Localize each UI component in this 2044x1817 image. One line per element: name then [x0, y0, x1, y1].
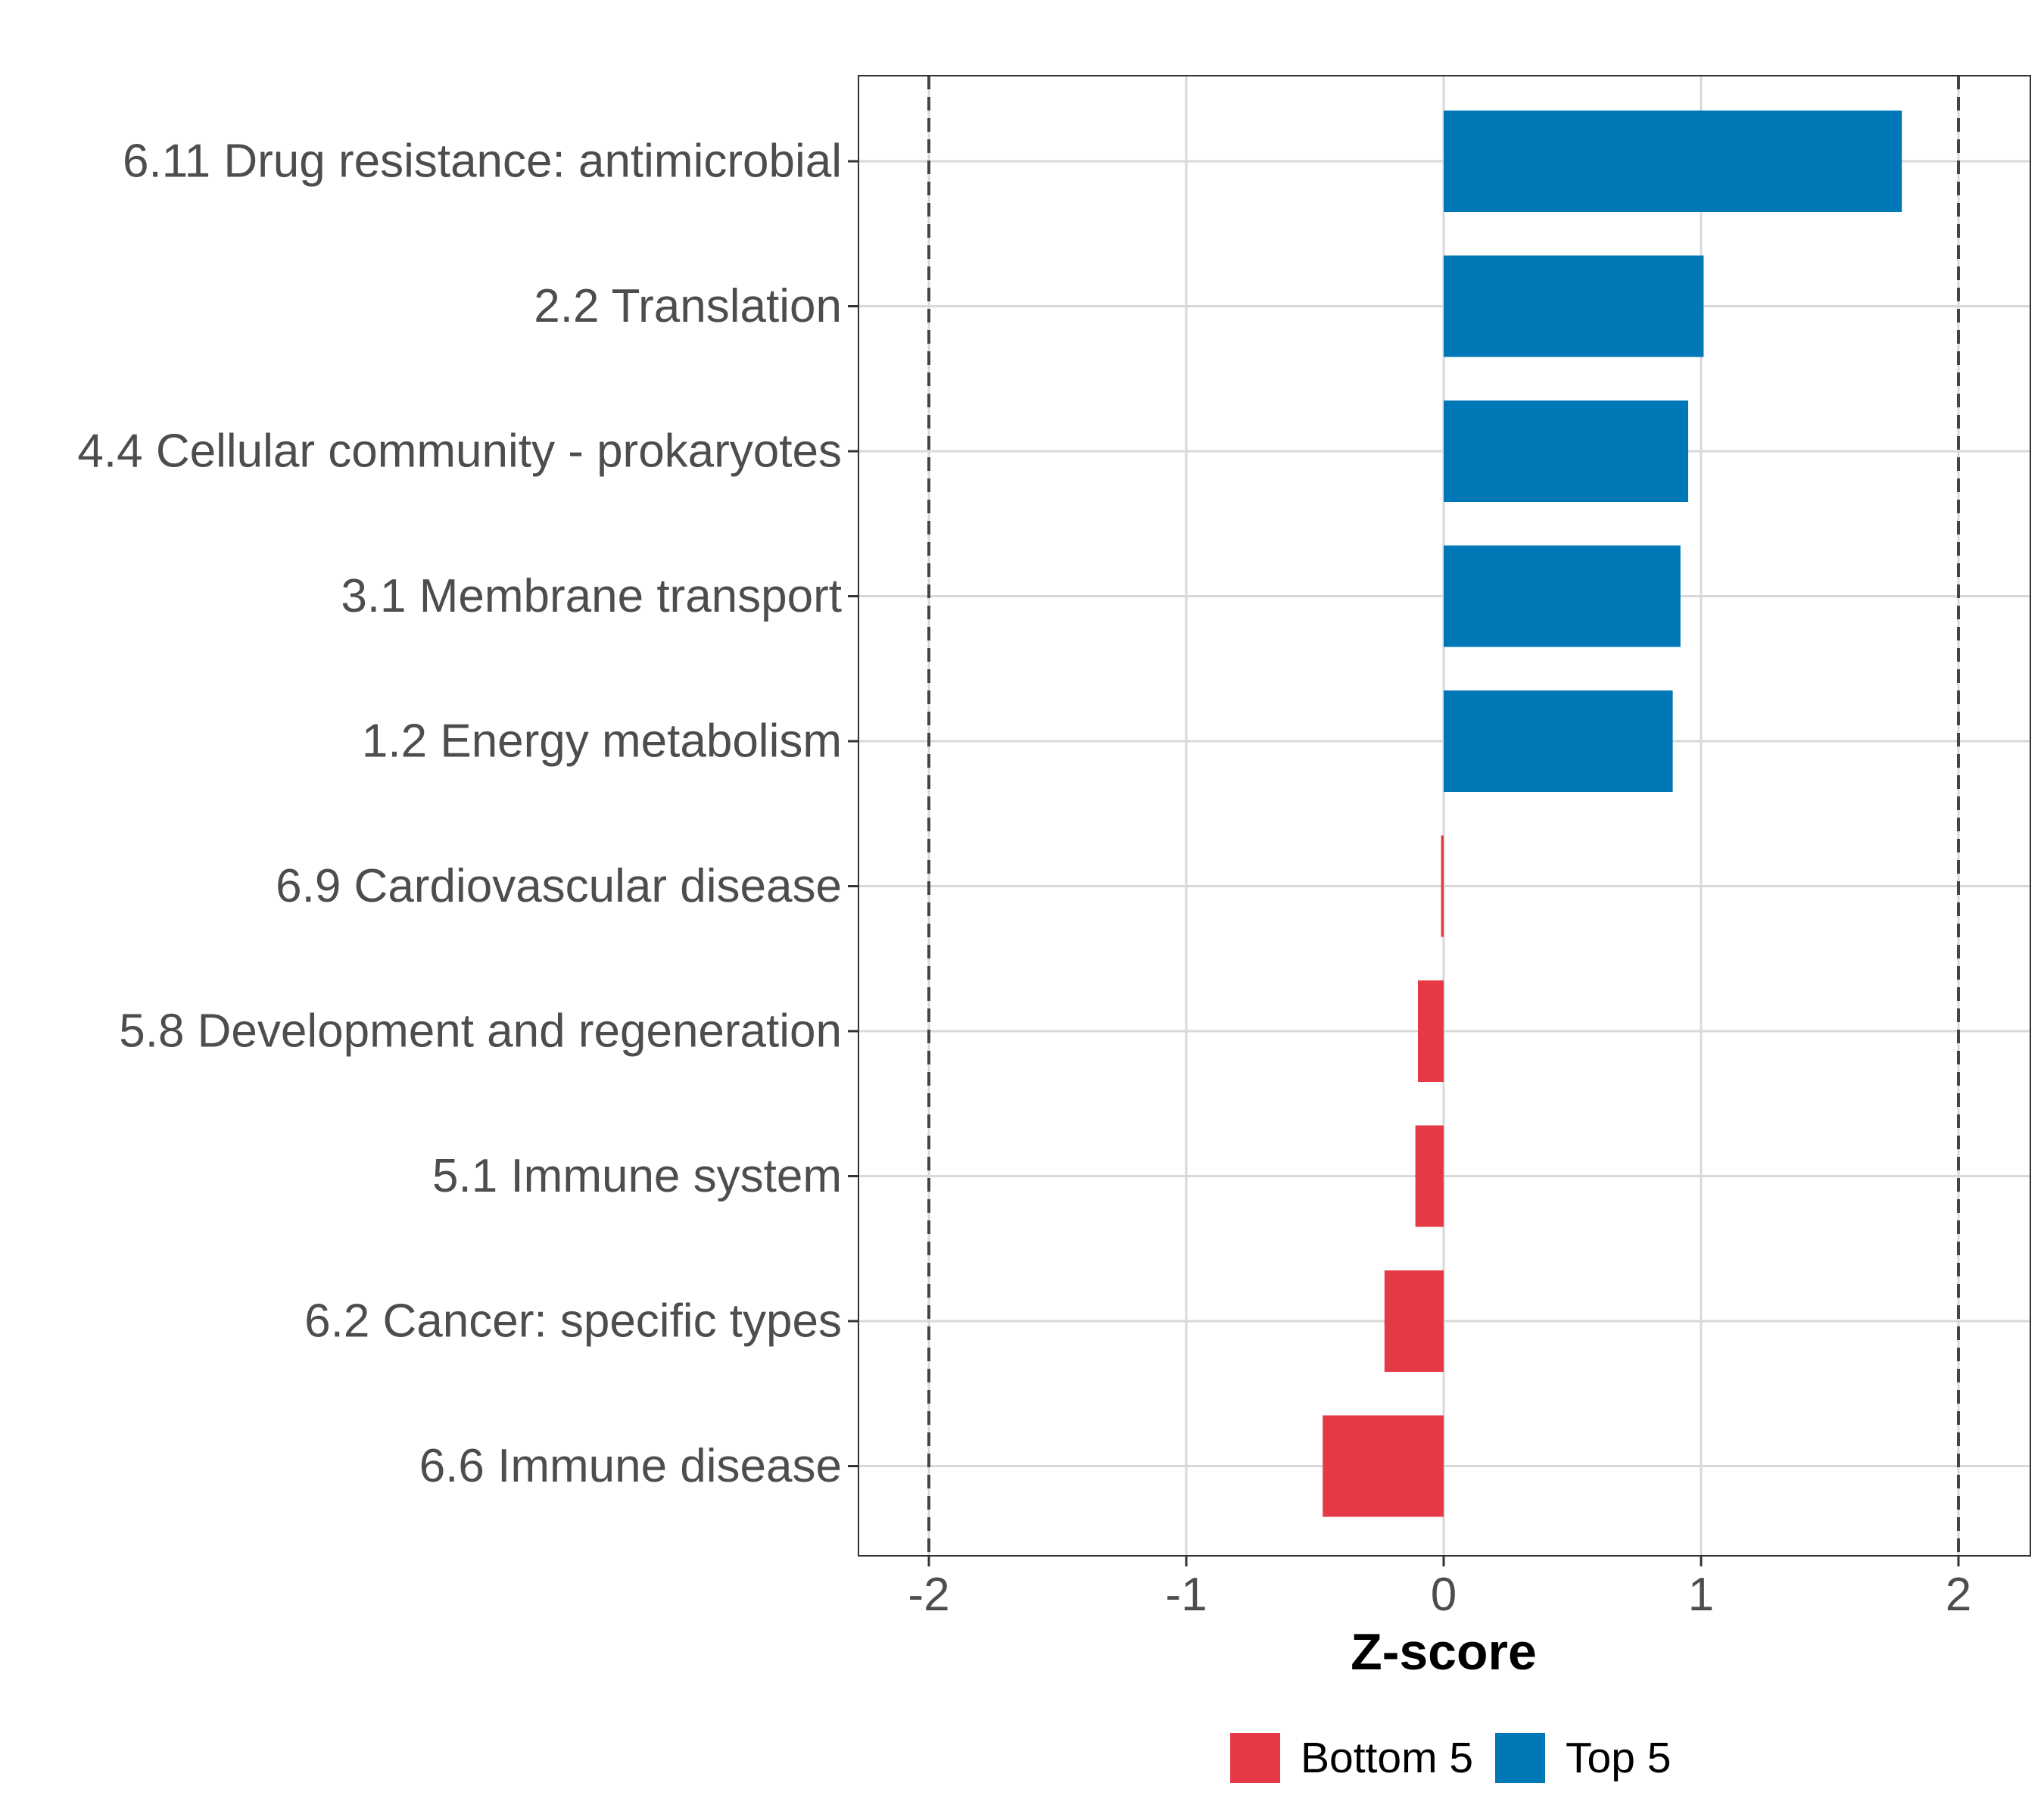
- bar: [1444, 255, 1704, 357]
- bar: [1323, 1415, 1444, 1517]
- x-tick-label: 0: [1431, 1569, 1457, 1621]
- x-tick-label: 1: [1688, 1569, 1714, 1621]
- bar: [1444, 690, 1673, 792]
- x-tick-label: -2: [908, 1569, 949, 1621]
- y-tick-label: 1.2 Energy metabolism: [362, 715, 842, 768]
- bar: [1444, 400, 1688, 502]
- bar: [1418, 980, 1444, 1082]
- y-tick-label: 5.1 Immune system: [432, 1150, 842, 1202]
- legend-label: Bottom 5: [1301, 1734, 1473, 1782]
- y-tick-label: 6.11 Drug resistance: antimicrobial: [123, 136, 842, 188]
- legend-swatch: [1230, 1733, 1280, 1783]
- x-axis-title: Z-score: [1351, 1623, 1537, 1681]
- y-tick-label: 6.2 Cancer: specific types: [304, 1295, 842, 1348]
- legend: Bottom 5 Top 5: [1230, 1733, 1671, 1783]
- bar: [1444, 545, 1681, 647]
- bar: [1384, 1270, 1444, 1372]
- bar: [1444, 111, 1902, 212]
- bar-layer: [1323, 111, 1902, 1517]
- bar: [1441, 835, 1444, 937]
- y-tick-label: 3.1 Membrane transport: [341, 570, 842, 622]
- y-tick-label: 4.4 Cellular community - prokaryotes: [77, 425, 842, 478]
- y-tick-label: 2.2 Translation: [534, 280, 842, 332]
- bar: [1415, 1125, 1444, 1227]
- reference-line-layer: [927, 76, 1960, 1556]
- x-tick-label: -1: [1165, 1569, 1207, 1621]
- y-tick-label: 6.9 Cardiovascular disease: [276, 860, 842, 912]
- x-tick-label: 2: [1946, 1569, 1971, 1621]
- y-tick-label: 5.8 Development and regeneration: [119, 1005, 842, 1058]
- x-axis: -2 -1 0 1 2: [908, 1556, 1971, 1621]
- legend-swatch: [1495, 1733, 1545, 1783]
- legend-label: Top 5: [1566, 1734, 1671, 1782]
- y-tick-label: 6.6 Immune disease: [419, 1440, 842, 1492]
- y-axis: 6.11 Drug resistance: antimicrobial 2.2 T…: [77, 136, 858, 1492]
